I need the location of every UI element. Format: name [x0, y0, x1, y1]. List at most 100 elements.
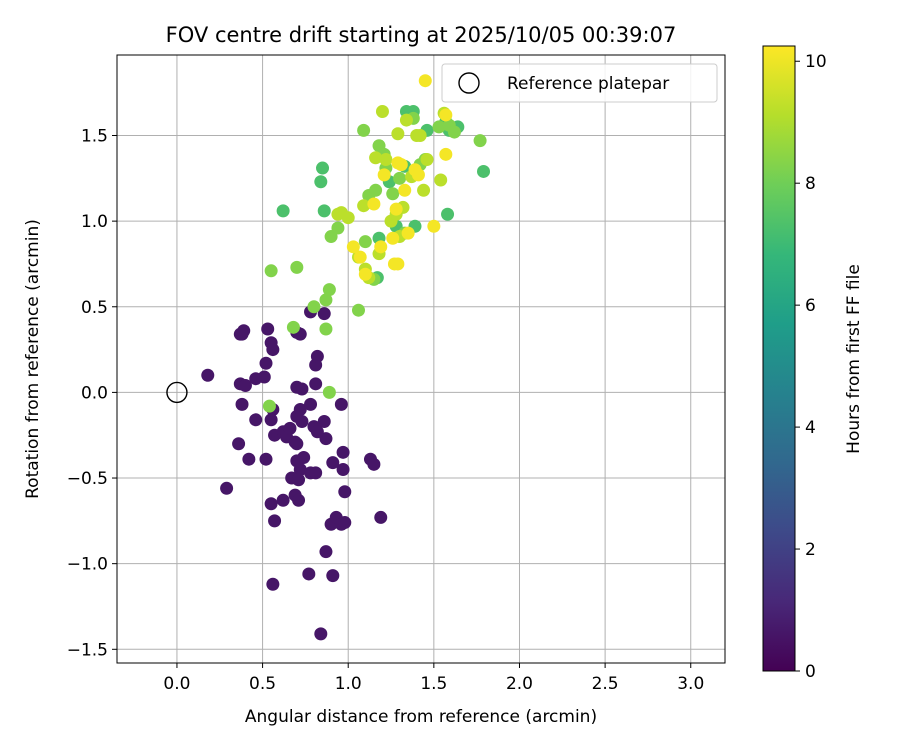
scatter-point — [319, 293, 333, 307]
y-tick-label: 0.0 — [81, 383, 108, 403]
colorbar-ticks: 0 2 4 6 8 10 — [795, 52, 827, 682]
scatter-point — [357, 199, 371, 213]
scatter-point — [420, 152, 434, 166]
y-tick-label: −1.0 — [67, 555, 108, 575]
grid-lines — [117, 55, 725, 663]
colorbar-tick-label: 10 — [805, 52, 827, 72]
scatter-point — [295, 415, 309, 429]
legend-label: Reference platepar — [507, 74, 669, 94]
scatter-point — [290, 260, 304, 274]
colorbar-tick-label: 0 — [805, 662, 816, 682]
scatter-point — [341, 211, 355, 225]
scatter-point — [307, 300, 321, 314]
scatter-point — [374, 510, 388, 524]
scatter-point — [322, 283, 336, 297]
y-tick-label: 1.5 — [81, 126, 108, 146]
scatter-point — [398, 183, 412, 197]
scatter-point — [377, 168, 391, 182]
scatter-point — [220, 481, 234, 495]
scatter-point — [379, 152, 393, 166]
colorbar-tick-label: 6 — [805, 296, 816, 316]
colorbar-label: Hours from first FF file — [844, 264, 864, 454]
scatter-point — [276, 204, 290, 218]
scatter-point — [391, 127, 405, 141]
reference-platepar-marker — [166, 381, 188, 404]
scatter-point — [367, 197, 381, 211]
scatter-point — [386, 231, 400, 245]
scatter-point — [310, 425, 324, 439]
scatter-point — [367, 457, 381, 471]
scatter-point — [427, 219, 441, 233]
scatter-point — [201, 368, 215, 382]
scatter-point — [441, 207, 455, 221]
scatter-point — [353, 250, 367, 264]
scatter-point — [297, 450, 311, 464]
scatter-point — [432, 120, 446, 134]
scatter-point — [235, 397, 249, 411]
scatter-point — [238, 379, 252, 393]
scatter-point — [351, 303, 365, 317]
scatter-point — [257, 370, 271, 384]
scatter-point — [477, 164, 491, 178]
scatter-point — [357, 123, 371, 137]
scatter-point — [290, 437, 304, 451]
scatter-point — [316, 161, 330, 175]
scatter-point — [317, 204, 331, 218]
scatter-point — [389, 202, 403, 216]
scatter-point — [369, 183, 383, 197]
scatter-point — [417, 183, 431, 197]
scatter-point — [283, 421, 297, 435]
scatter-point — [304, 397, 318, 411]
scatter-point — [264, 413, 278, 427]
legend-box — [441, 63, 718, 103]
x-tick-label: 2.0 — [506, 674, 533, 694]
y-tick-label: 1.0 — [81, 212, 108, 232]
y-tick-label: 0.5 — [81, 298, 108, 318]
scatter-point — [309, 466, 323, 480]
scatter-point — [310, 349, 324, 363]
colorbar — [762, 45, 796, 672]
scatter-point — [326, 569, 340, 583]
x-tick-label: 0.5 — [249, 674, 276, 694]
scatter-point — [235, 327, 249, 341]
scatter-point — [411, 168, 425, 182]
scatter-point — [314, 175, 328, 189]
scatter-point — [391, 257, 405, 271]
scatter-point — [358, 235, 372, 249]
scatter-point — [358, 267, 372, 281]
scatter-point — [293, 403, 307, 417]
scatter-point — [334, 397, 348, 411]
scatter-point — [369, 151, 383, 165]
scatter-point — [319, 545, 333, 559]
y-axis-label: Rotation from reference (arcmin) — [23, 219, 43, 499]
x-tick-label: 3.0 — [677, 674, 704, 694]
scatter-point — [266, 577, 280, 591]
scatter-point — [338, 516, 352, 530]
scatter-point — [346, 240, 360, 254]
scatter-point — [259, 356, 273, 370]
x-tick-label: 1.0 — [335, 674, 362, 694]
scatter-point — [262, 399, 276, 413]
x-axis-ticks: 0.0 0.5 1.0 1.5 2.0 2.5 3.0 — [163, 663, 704, 694]
colorbar-tick-label: 4 — [805, 418, 816, 438]
axes-frame — [116, 54, 726, 664]
scatter-points — [166, 74, 491, 641]
scatter-point — [290, 380, 304, 394]
y-axis-ticks: −1.5 −1.0 −0.5 0.0 0.5 1.0 1.5 — [67, 126, 117, 660]
scatter-point — [276, 493, 290, 507]
scatter-point — [439, 147, 453, 161]
scatter-point — [314, 627, 328, 641]
x-axis-label: Angular distance from reference (arcmin) — [245, 707, 597, 727]
scatter-point — [326, 456, 340, 470]
scatter-point — [286, 320, 300, 334]
scatter-point — [302, 567, 316, 581]
scatter-point — [319, 322, 333, 336]
scatter-point — [242, 452, 256, 466]
scatter-point — [268, 514, 282, 528]
scatter-point — [266, 343, 280, 357]
scatter-point — [292, 473, 306, 487]
scatter-point — [434, 173, 448, 187]
scatter-point — [418, 74, 432, 88]
x-tick-label: 1.5 — [420, 674, 447, 694]
